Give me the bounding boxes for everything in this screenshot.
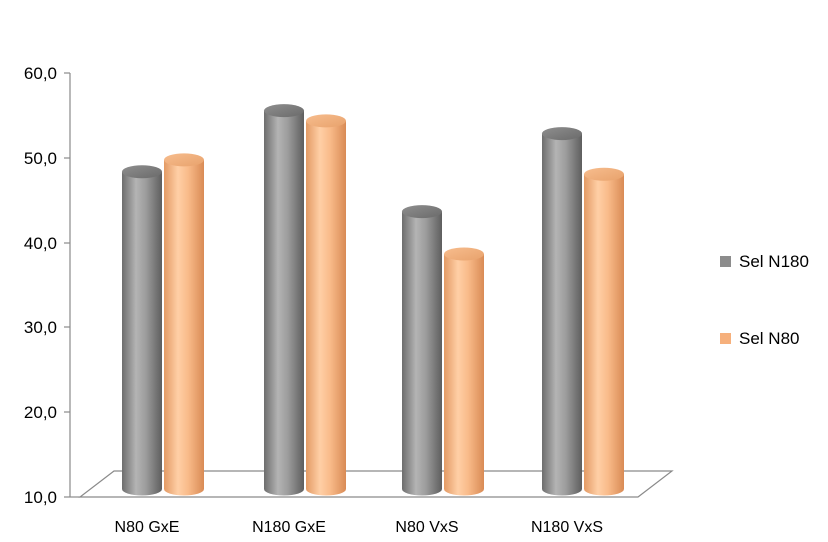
bar-n180-vxs-sel-n80: [584, 167, 624, 496]
bar-cap: [164, 153, 204, 167]
x-tick-label: N80 VxS: [395, 519, 458, 536]
y-tick-label: 30,0: [24, 318, 57, 337]
bar-body: [306, 120, 346, 496]
floor-plane: [78, 470, 674, 498]
legend-label-sel-n80: Sel N80: [739, 329, 799, 348]
x-tick-label: N180 VxS: [531, 519, 603, 536]
bar-body: [402, 211, 442, 496]
x-tick-labels: N80 GxE N180 GxE N80 VxS N180 VxS: [115, 519, 603, 536]
y-tick-label: 60,0: [24, 64, 57, 83]
bar-n80-vxs-sel-n80: [444, 247, 484, 496]
bar-n80-vxs-sel-n180: [402, 205, 442, 496]
y-tick-label: 20,0: [24, 403, 57, 422]
bar-n180-gxe-sel-n180: [264, 104, 304, 496]
bar-n80-gxe-sel-n80: [164, 153, 204, 496]
bar-n80-gxe-sel-n180: [122, 165, 162, 496]
x-tick-label: N180 GxE: [252, 519, 326, 536]
bar-cap: [542, 127, 582, 141]
bar-body: [444, 253, 484, 496]
bar-cap: [306, 114, 346, 128]
x-tick-label: N80 GxE: [115, 519, 180, 536]
bar-body: [584, 174, 624, 496]
legend-label-sel-n180: Sel N180: [739, 252, 809, 271]
bar-cap: [122, 165, 162, 179]
bars-layer: [122, 104, 624, 496]
bar-cap: [402, 205, 442, 219]
y-tick-marks: [64, 72, 70, 498]
y-tick-label: 40,0: [24, 234, 57, 253]
bar-body: [164, 159, 204, 496]
bar-body: [122, 171, 162, 496]
legend: Sel N180 Sel N80: [720, 252, 809, 348]
y-tick-labels: 60,0 50,0 40,0 30,0 20,0 10,0: [24, 64, 57, 507]
bar-cap: [584, 167, 624, 181]
bar-body: [542, 133, 582, 496]
y-tick-label: 10,0: [24, 488, 57, 507]
bar-cap: [444, 247, 484, 261]
legend-swatch-sel-n80: [720, 333, 731, 344]
y-tick-label: 50,0: [24, 149, 57, 168]
legend-swatch-sel-n180: [720, 256, 731, 267]
bar-cap: [264, 104, 304, 118]
bar-body: [264, 110, 304, 496]
bar-n180-gxe-sel-n80: [306, 114, 346, 496]
bar-n180-vxs-sel-n180: [542, 127, 582, 496]
